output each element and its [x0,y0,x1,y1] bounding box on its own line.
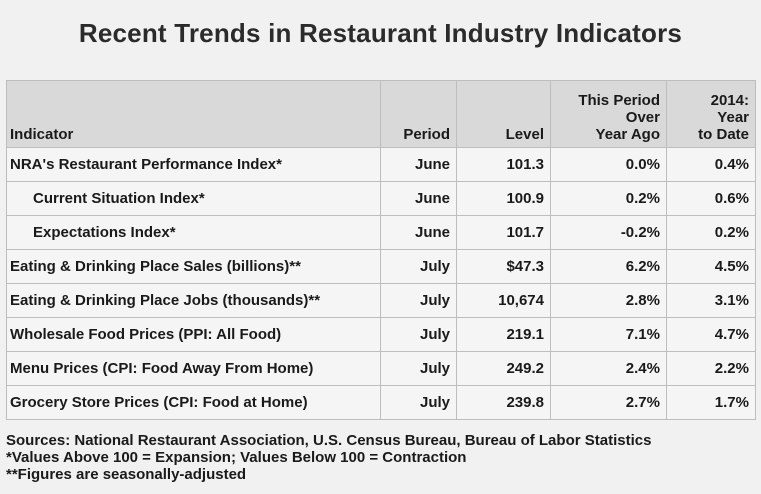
cell-year-over-year: 0.0% [550,147,667,182]
column-header-ytd-line: 2014: [710,92,749,109]
cell-indicator: Eating & Drinking Place Jobs (thousands)… [6,283,381,318]
expansion-note: *Values Above 100 = Expansion; Values Be… [6,449,467,466]
cell-indicator: Current Situation Index* [6,181,381,216]
cell-year-to-date: 2.2% [666,351,756,386]
cell-year-to-date: 0.2% [666,215,756,250]
table-row: Wholesale Food Prices (PPI: All Food) Jul… [6,317,756,352]
cell-period: July [380,317,457,352]
cell-level: 101.3 [456,147,551,182]
table-row: Expectations Index* June 101.7 -0.2% 0.2% [6,215,756,250]
table-row: Eating & Drinking Place Jobs (thousands)… [6,283,756,318]
cell-year-to-date: 4.7% [666,317,756,352]
cell-year-over-year: 2.8% [550,283,667,318]
cell-year-over-year: 2.4% [550,351,667,386]
column-header-yoy-line: Over [625,109,660,126]
column-header-year-to-date: 2014: Year to Date [666,80,756,148]
table-row: Eating & Drinking Place Sales (billions)… [6,249,756,284]
page-title: Recent Trends in Restaurant Industry Ind… [78,18,683,48]
cell-year-over-year: 2.7% [550,385,667,420]
column-header-year-over-year: This Period Over Year Ago [550,80,667,148]
table-row: Menu Prices (CPI: Food Away From Home) Ju… [6,351,756,386]
cell-year-to-date: 0.6% [666,181,756,216]
indicators-table: Indicator Period Level This Period Over … [6,80,756,420]
cell-year-over-year: 6.2% [550,249,667,284]
cell-indicator: Menu Prices (CPI: Food Away From Home) [6,351,381,386]
cell-level: 219.1 [456,317,551,352]
cell-year-to-date: 0.4% [666,147,756,182]
cell-year-to-date: 1.7% [666,385,756,420]
cell-period: July [380,351,457,386]
cell-indicator: Wholesale Food Prices (PPI: All Food) [6,317,381,352]
cell-indicator: Eating & Drinking Place Sales (billions)… [6,249,381,284]
cell-period: June [380,181,457,216]
cell-year-over-year: -0.2% [550,215,667,250]
cell-level: 100.9 [456,181,551,216]
cell-period: July [380,385,457,420]
cell-level: $47.3 [456,249,551,284]
cell-year-to-date: 3.1% [666,283,756,318]
cell-year-over-year: 0.2% [550,181,667,216]
column-header-ytd-line: to Date [698,126,749,143]
cell-indicator: Grocery Store Prices (CPI: Food at Home) [6,385,381,420]
footnotes: Sources: National Restaurant Association… [6,432,756,483]
sources-note: Sources: National Restaurant Association… [6,432,652,449]
column-header-period: Period [380,80,457,148]
cell-level: 10,674 [456,283,551,318]
table-body: NRA's Restaurant Performance Index* June 1… [6,147,756,420]
cell-level: 249.2 [456,351,551,386]
cell-level: 101.7 [456,215,551,250]
seasonal-note: **Figures are seasonally-adjusted [6,466,247,483]
cell-period: June [380,147,457,182]
cell-level: 239.8 [456,385,551,420]
cell-period: June [380,215,457,250]
column-header-yoy-line: This Period [578,92,660,109]
cell-year-to-date: 4.5% [666,249,756,284]
table-row: NRA's Restaurant Performance Index* June 1… [6,147,756,182]
table-row: Grocery Store Prices (CPI: Food at Home)… [6,385,756,420]
column-header-ytd-line: Year [717,109,749,126]
cell-period: July [380,249,457,284]
column-header-indicator: Indicator [6,80,381,148]
column-header-level: Level [456,80,551,148]
column-header-yoy-line: Year Ago [595,126,660,143]
cell-year-over-year: 7.1% [550,317,667,352]
cell-period: July [380,283,457,318]
cell-indicator: Expectations Index* [6,215,381,250]
cell-indicator: NRA's Restaurant Performance Index* [6,147,381,182]
table-header-row: Indicator Period Level This Period Over … [6,80,756,148]
table-row: Current Situation Index* June 100.9 0.2% 0.6… [6,181,756,216]
